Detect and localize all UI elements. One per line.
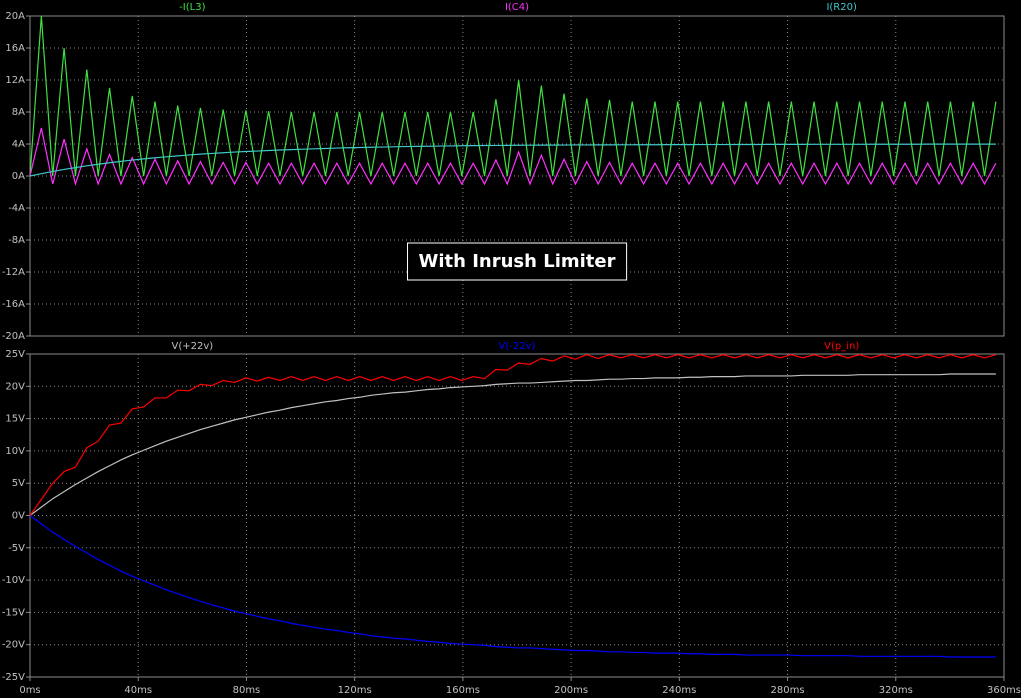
y-tick-label: -15V bbox=[2, 607, 25, 618]
trace bbox=[29, 15, 997, 177]
y-tick-label: 4A bbox=[12, 139, 25, 150]
y-tick-label: 15V bbox=[5, 414, 25, 425]
y-tick-label: 25V bbox=[5, 349, 25, 360]
y-tick-label: -20V bbox=[2, 640, 25, 651]
legend-entry: I(R20) bbox=[826, 2, 857, 13]
legend-entry: I(C4) bbox=[505, 2, 529, 13]
y-tick-label: 10V bbox=[5, 446, 25, 457]
x-tick-label: 320ms bbox=[879, 685, 913, 696]
x-tick-label: 360ms bbox=[987, 685, 1021, 696]
legend-entry: V(p_in) bbox=[824, 341, 859, 352]
x-tick-label: 240ms bbox=[662, 685, 696, 696]
y-tick-label: 0V bbox=[12, 511, 25, 522]
x-tick-label: 40ms bbox=[124, 685, 152, 696]
y-tick-label: -12A bbox=[2, 267, 25, 278]
x-tick-label: 200ms bbox=[554, 685, 588, 696]
trace bbox=[29, 373, 996, 516]
x-tick-label: 160ms bbox=[446, 685, 480, 696]
y-tick-label: -16A bbox=[2, 299, 25, 310]
y-tick-label: 8A bbox=[12, 107, 25, 118]
y-tick-label: 5V bbox=[12, 478, 25, 489]
trace bbox=[29, 143, 996, 177]
plot-frame bbox=[29, 353, 1005, 678]
annotation-box bbox=[407, 242, 628, 281]
y-tick-label: 20A bbox=[5, 11, 25, 22]
trace bbox=[29, 354, 997, 516]
y-tick-label: -20A bbox=[2, 331, 25, 342]
x-tick-label: 120ms bbox=[338, 685, 372, 696]
y-tick-label: -5V bbox=[8, 543, 25, 554]
legend-entry: V(+22v) bbox=[171, 341, 213, 352]
y-tick-label: -8A bbox=[8, 235, 25, 246]
y-tick-label: 12A bbox=[5, 75, 25, 86]
trace bbox=[29, 127, 997, 187]
annotation: With Inrush Limiter bbox=[419, 251, 616, 272]
y-tick-label: -25V bbox=[2, 672, 25, 683]
x-tick-label: 280ms bbox=[771, 685, 805, 696]
y-tick-label: -4A bbox=[8, 203, 25, 214]
legend-entry: -I(L3) bbox=[179, 2, 205, 13]
trace bbox=[29, 515, 996, 658]
y-tick-label: -10V bbox=[2, 575, 25, 586]
legend-entry: V(-22v) bbox=[499, 341, 536, 352]
x-tick-label: 0ms bbox=[19, 685, 40, 696]
y-tick-label: 16A bbox=[5, 43, 25, 54]
plot-frame bbox=[29, 15, 1005, 337]
y-tick-label: 0A bbox=[12, 171, 25, 182]
x-tick-label: 80ms bbox=[233, 685, 261, 696]
y-tick-label: 20V bbox=[5, 381, 25, 392]
